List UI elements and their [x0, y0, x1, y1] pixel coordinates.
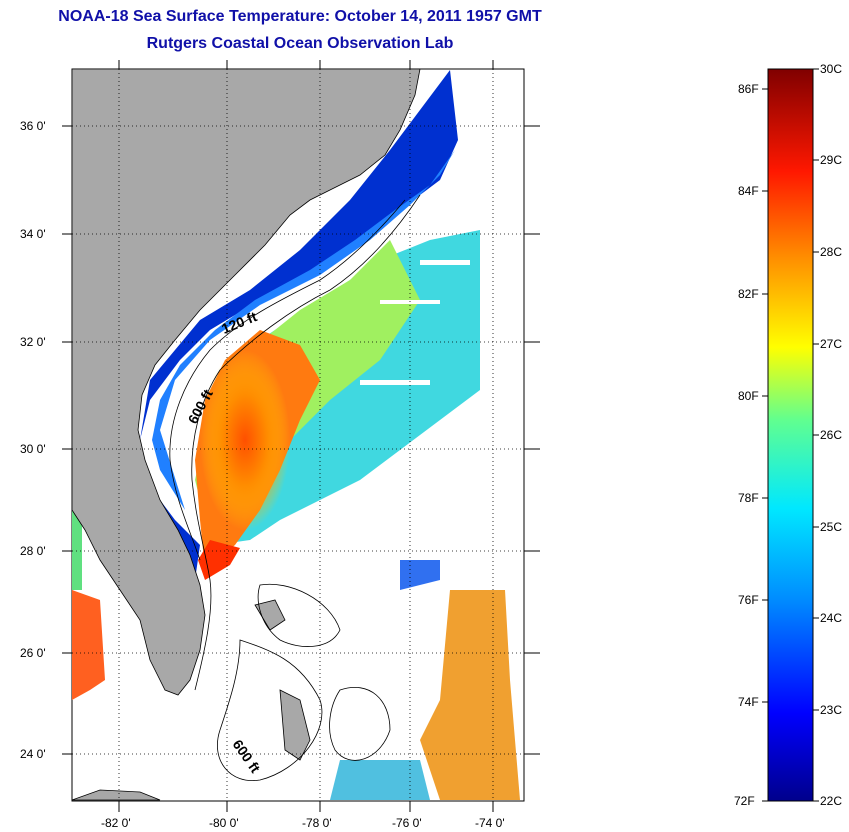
map-title: NOAA-18 Sea Surface Temperature: October… — [58, 8, 542, 25]
bahamas-bank — [254, 599, 286, 631]
sst-patch-southeast-blue — [400, 560, 440, 590]
cloud-gap — [360, 380, 430, 385]
sst-patch-south — [330, 760, 430, 800]
lat-label: 28 0' — [20, 544, 46, 558]
graticule — [72, 69, 524, 801]
lon-label: -82 0' — [101, 816, 131, 830]
sst-patch-southeast — [420, 590, 520, 800]
lat-label: 24 0' — [20, 747, 46, 761]
lat-label: 34 0' — [20, 227, 46, 241]
lon-label: -76 0' — [392, 816, 422, 830]
lat-label: 32 0' — [20, 335, 46, 349]
contour-120ft — [169, 199, 406, 561]
colorbar-f-label: 78F — [738, 491, 759, 505]
colorbar-c-label: 27C — [820, 337, 842, 351]
sst-band-cold — [140, 70, 458, 600]
bahamas-bank — [279, 689, 311, 761]
cuba-edge — [72, 789, 161, 801]
contour-bahamas-600ft — [217, 639, 323, 782]
sst-patch-gulf — [72, 590, 105, 700]
colorbar-c-label: 23C — [820, 703, 842, 717]
lat-label: 26 0' — [20, 646, 46, 660]
contour-bahamas-600ft — [329, 687, 391, 761]
colorbar-f-label: 76F — [738, 593, 759, 607]
colorbar-c-label: 30C — [820, 62, 842, 76]
colorbar-f-label: 82F — [738, 287, 759, 301]
map-area — [72, 69, 524, 801]
colorbar-f-label: 72F — [734, 794, 755, 808]
colorbar-c-label: 22C — [820, 794, 842, 808]
colorbar-c-label: 24C — [820, 611, 842, 625]
colorbar-ticks — [762, 68, 819, 802]
colorbar-c-label: 28C — [820, 245, 842, 259]
colorbar-f-label: 84F — [738, 184, 759, 198]
colorbar-f-label: 74F — [738, 695, 759, 709]
colorbar-f-label: 80F — [738, 389, 759, 403]
map-subtitle: Rutgers Coastal Ocean Observation Lab — [146, 35, 454, 52]
lon-label: -78 0' — [302, 816, 332, 830]
lat-label: 36 0' — [20, 119, 46, 133]
lat-label: 30 0' — [20, 442, 46, 456]
axis-ticks — [62, 60, 540, 812]
sst-warm-core — [200, 350, 290, 530]
lon-label: -74 0' — [475, 816, 505, 830]
cloud-gap — [420, 260, 470, 265]
colorbar-c-label: 26C — [820, 428, 842, 442]
colorbar-c-label: 25C — [820, 520, 842, 534]
land-mass — [72, 69, 421, 696]
colorbar-c-label: 29C — [820, 153, 842, 167]
contour-bahamas-600ft — [257, 583, 341, 647]
colorbar-f-label: 86F — [738, 82, 759, 96]
lon-label: -80 0' — [209, 816, 239, 830]
colorbar — [767, 68, 814, 802]
contour-600ft — [191, 194, 421, 691]
